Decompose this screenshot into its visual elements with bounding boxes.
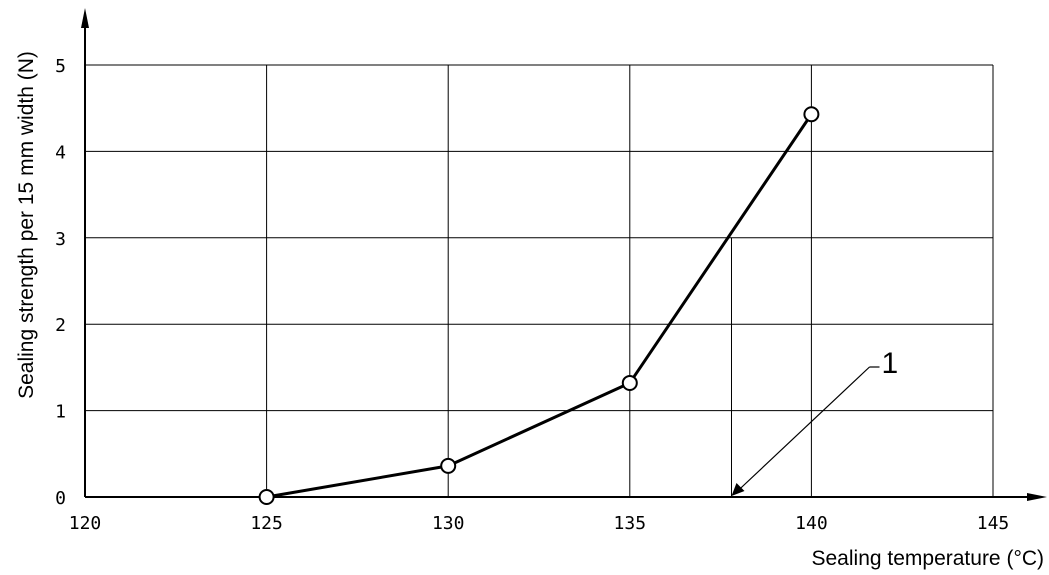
- x-tick-label-145: 145: [977, 513, 1010, 534]
- data-point-135: [621, 374, 638, 391]
- y-tick-label-1: 1: [55, 402, 66, 423]
- grid: [85, 64, 994, 497]
- y-axis-arrow-icon: [81, 8, 89, 28]
- annotation-label-1: 1: [881, 347, 898, 380]
- tick-labels: 120 125 130 135 140 145 0 1 2 3 4 5: [55, 56, 1009, 534]
- x-tick-label-140: 140: [795, 513, 828, 534]
- y-tick-label-5: 5: [55, 56, 66, 77]
- x-tick-label-135: 135: [614, 513, 647, 534]
- x-axis-arrow-icon: [1027, 493, 1047, 501]
- data-point-130: [440, 457, 457, 474]
- y-tick-label-4: 4: [55, 142, 66, 163]
- annotation-arrow-icon: [731, 483, 745, 496]
- x-tick-label-130: 130: [432, 513, 465, 534]
- y-tick-label-3: 3: [55, 229, 66, 250]
- data-point-140: [803, 106, 820, 123]
- series-line: [266, 113, 813, 499]
- x-axis-title: Sealing temperature (°C): [812, 547, 1045, 570]
- x-tick-label-125: 125: [250, 513, 283, 534]
- annotations: 1: [730, 237, 898, 497]
- series: [258, 106, 820, 505]
- axes: [81, 8, 1047, 501]
- y-tick-label-2: 2: [55, 315, 66, 336]
- annotation-leader-line: [735, 366, 870, 494]
- y-axis-title: Sealing strength per 15 mm width (N): [15, 51, 38, 399]
- data-point-125: [258, 489, 275, 505]
- y-tick-label-0: 0: [55, 488, 66, 509]
- x-tick-label-120: 120: [69, 513, 102, 534]
